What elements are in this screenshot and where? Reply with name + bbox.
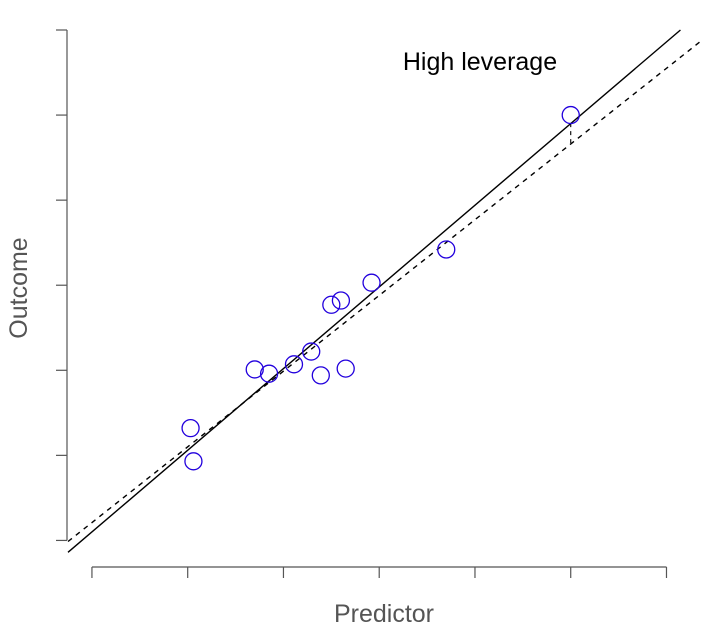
data-point xyxy=(336,359,355,378)
fit-line-dashed xyxy=(67,41,701,543)
data-point xyxy=(311,366,330,385)
data-point xyxy=(184,452,203,471)
data-point xyxy=(259,364,279,383)
data-point xyxy=(322,295,341,314)
high-leverage-point xyxy=(561,105,580,125)
data-point xyxy=(331,291,351,310)
data-point xyxy=(284,355,304,374)
x-axis xyxy=(91,566,668,578)
data-point xyxy=(302,342,321,361)
x-ticks xyxy=(91,567,668,578)
x-axis-label: Predictor xyxy=(334,600,434,628)
high-leverage-annotation: High leverage xyxy=(403,48,557,76)
data-point xyxy=(437,240,456,259)
y-ticks xyxy=(56,29,67,542)
data-point xyxy=(362,273,381,292)
fit-lines xyxy=(67,29,701,553)
data-points xyxy=(181,105,580,471)
data-point xyxy=(245,360,264,379)
y-axis-label: Outcome xyxy=(5,237,33,338)
y-axis xyxy=(56,29,68,542)
data-point xyxy=(181,418,200,438)
